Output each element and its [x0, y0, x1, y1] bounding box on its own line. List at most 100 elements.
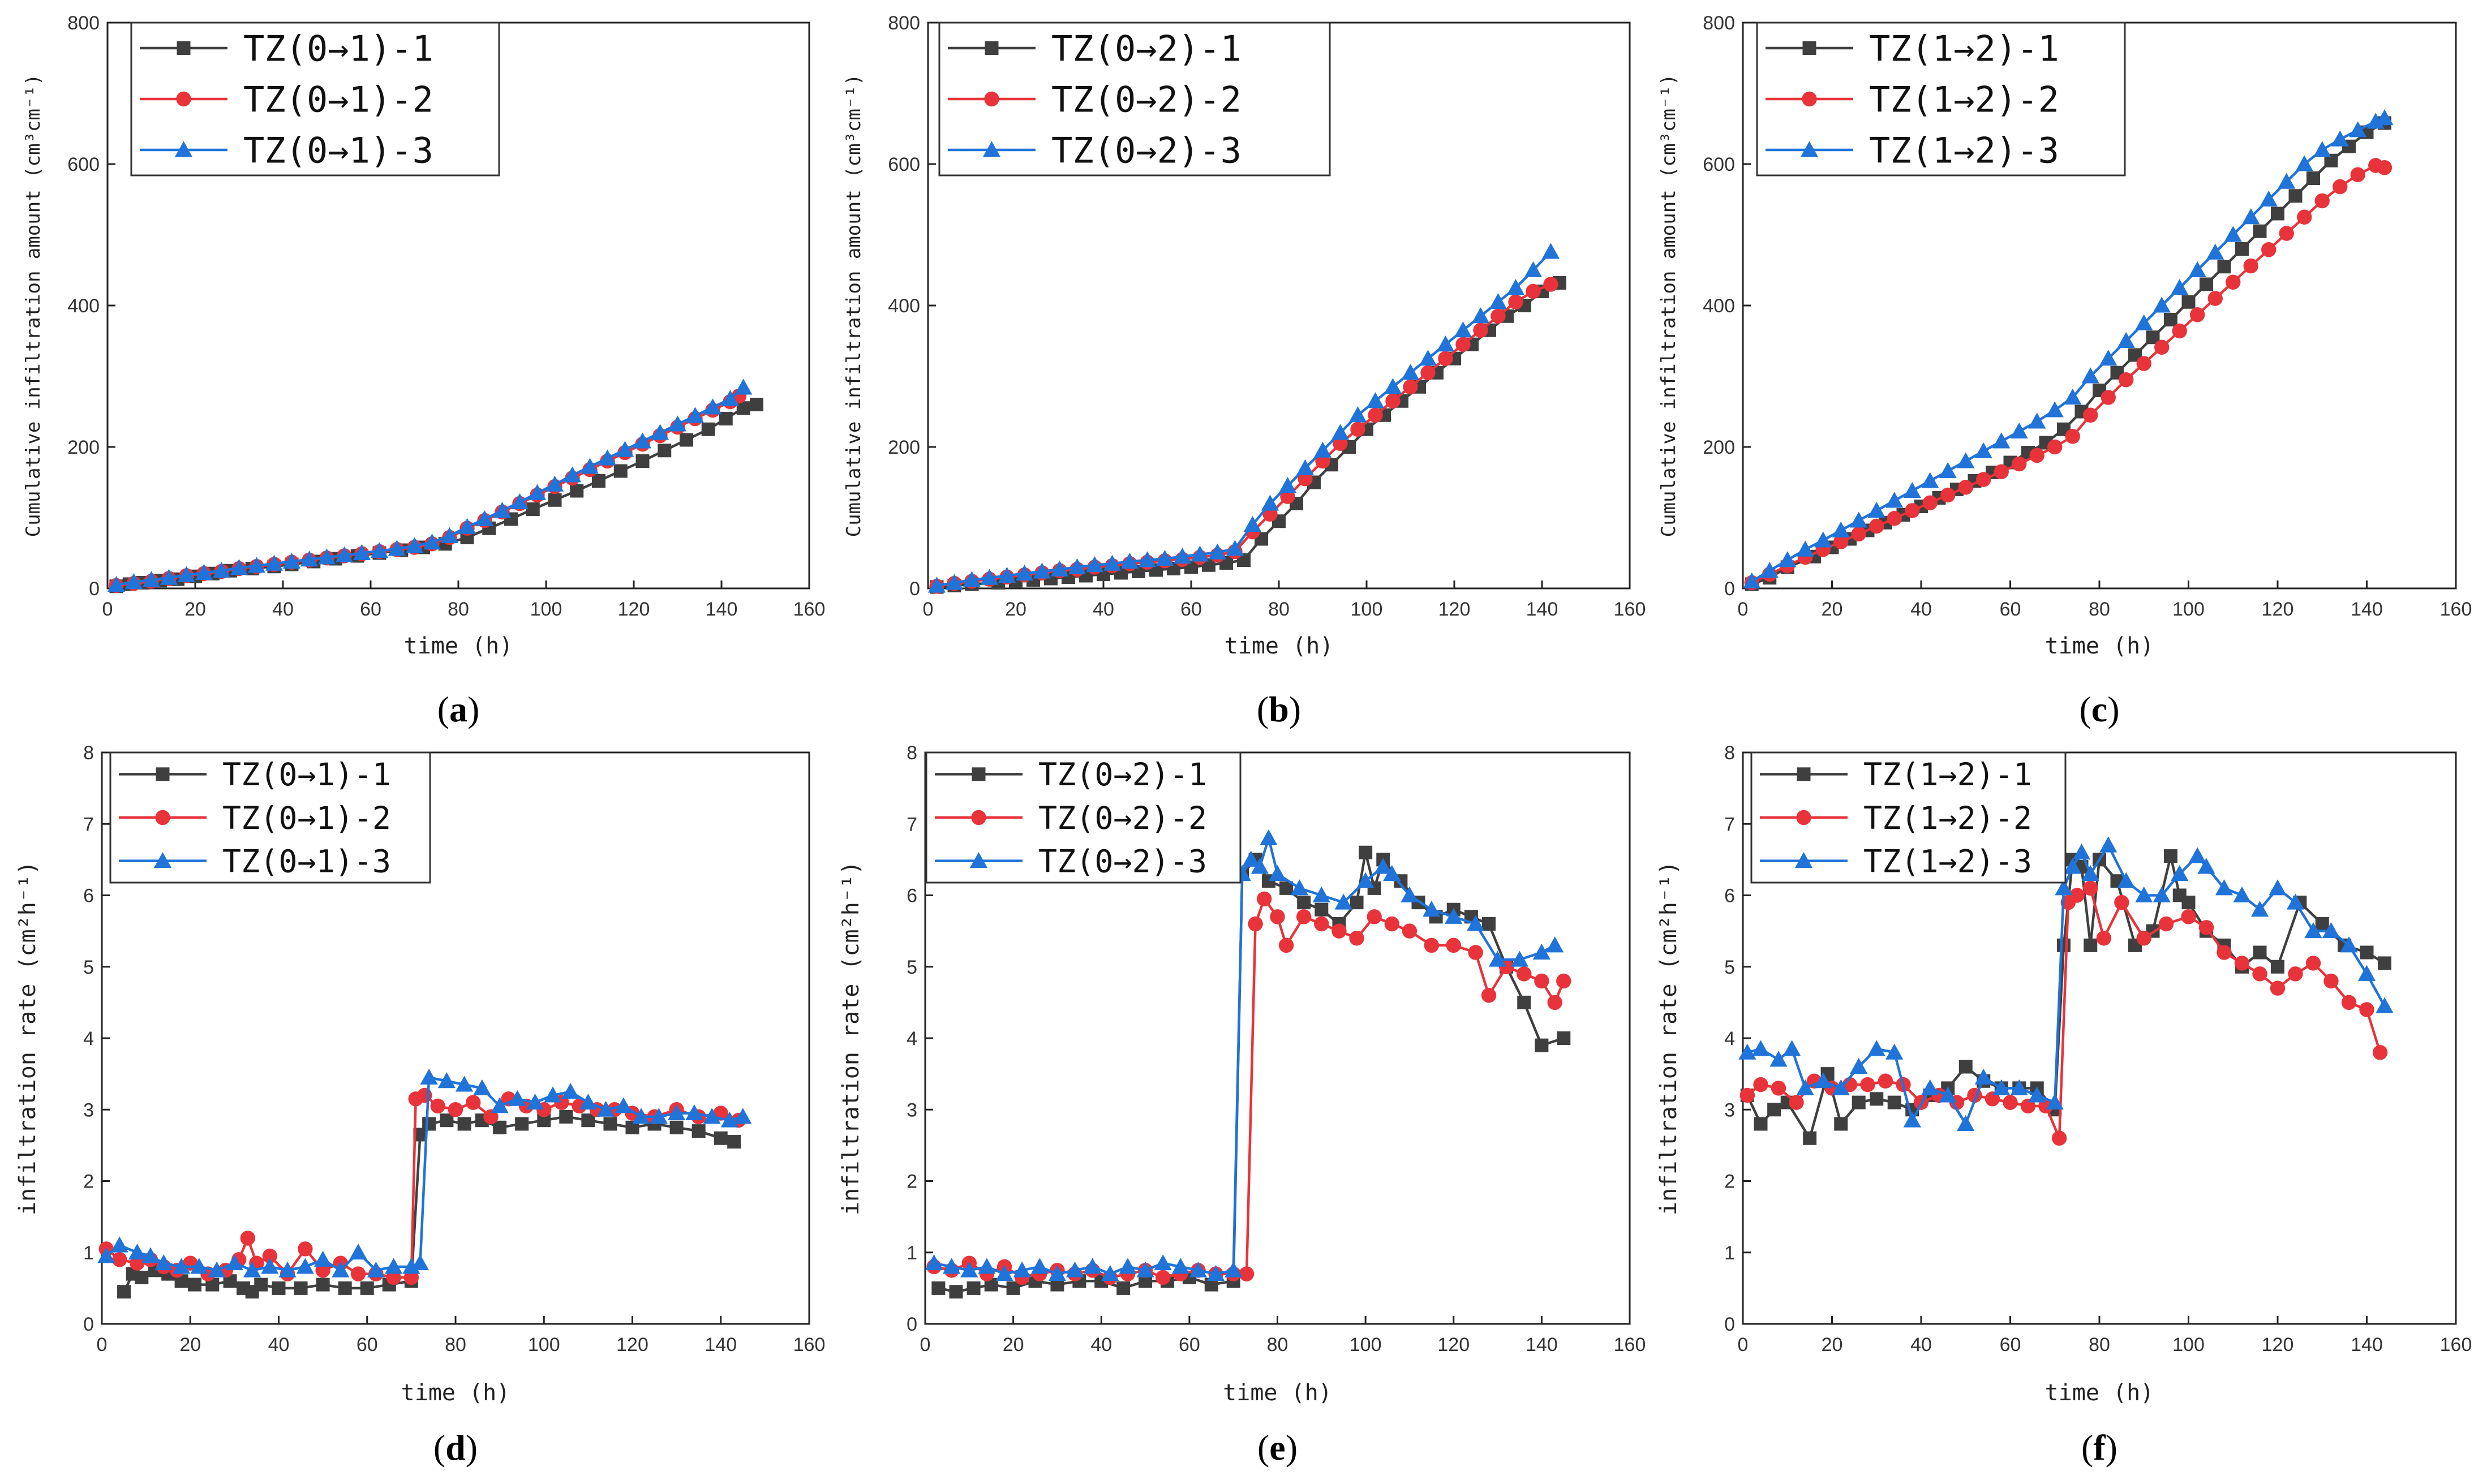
data-point	[1270, 909, 1285, 924]
data-point	[2153, 296, 2171, 313]
data-point	[592, 474, 605, 488]
data-point	[262, 1248, 278, 1264]
data-point	[1314, 916, 1329, 932]
data-point	[960, 1261, 978, 1277]
data-point	[422, 1117, 436, 1131]
data-point	[2206, 243, 2224, 260]
data-point	[2154, 339, 2170, 355]
x-tick-label: 40	[272, 599, 294, 620]
data-point	[2190, 307, 2205, 322]
data-point	[240, 1231, 256, 1246]
chart-b: 0 20 40 60 80 100 120 140 160 0 200 400 600 800 time (…	[843, 12, 1646, 729]
series-3	[925, 829, 1564, 1281]
legend-label: TZ(1→2)-2	[1869, 79, 2059, 120]
data-point	[1243, 515, 1262, 532]
legend-marker	[155, 810, 170, 825]
legend-label: TZ(0→1)-1	[243, 28, 433, 69]
data-point	[1994, 464, 2009, 479]
data-point	[2253, 945, 2267, 960]
data-point	[1751, 1040, 1770, 1056]
x-tick-label: 100	[528, 1334, 560, 1356]
data-point	[2252, 966, 2267, 982]
data-point	[2136, 356, 2151, 371]
data-point	[545, 475, 564, 492]
legend-marker	[969, 852, 988, 868]
data-point	[97, 1247, 115, 1263]
data-point	[1297, 896, 1311, 910]
data-point	[680, 433, 693, 447]
data-point	[1331, 424, 1350, 440]
data-point	[1922, 495, 1938, 510]
data-point	[1446, 937, 1461, 953]
data-point	[1850, 1057, 1868, 1074]
legend-label: TZ(0→2)-1	[1038, 756, 1207, 793]
data-point	[2359, 1002, 2374, 1017]
data-point	[1155, 1270, 1171, 1285]
data-point	[1760, 562, 1779, 578]
legend: TZ(0→1)-1 TZ(0→1)-2 TZ(0→1)-3	[130, 21, 500, 177]
data-point	[300, 550, 319, 567]
data-point	[2119, 372, 2134, 388]
data-point	[2260, 190, 2278, 207]
data-point	[2224, 226, 2242, 242]
x-tick-label: 120	[2262, 1334, 2294, 1356]
data-point	[2322, 922, 2340, 939]
data-point	[2215, 879, 2233, 896]
data-point	[1754, 1117, 1768, 1131]
data-point	[2181, 295, 2196, 309]
y-tick-label: 600	[67, 154, 100, 175]
data-point	[1867, 1040, 1885, 1056]
series-line	[1747, 844, 2386, 1125]
data-point	[1084, 1258, 1102, 1274]
data-point	[1958, 1060, 1973, 1074]
series-line	[937, 251, 1552, 587]
data-point	[2069, 888, 2085, 903]
x-tick-label: 60	[2000, 1334, 2021, 1356]
x-tick-label: 100	[530, 599, 562, 620]
data-point	[265, 554, 284, 571]
legend-marker	[984, 91, 999, 107]
legend-marker	[176, 91, 191, 107]
series-2	[1739, 880, 2388, 1146]
data-point	[385, 1258, 403, 1274]
legend-marker	[971, 810, 986, 825]
data-point	[230, 559, 248, 575]
data-point	[943, 1258, 961, 1274]
data-point	[1156, 549, 1174, 566]
data-point	[1860, 1077, 1875, 1092]
data-point	[107, 576, 126, 592]
data-point	[2153, 886, 2171, 902]
data-point	[2046, 401, 2064, 418]
series-3	[1738, 836, 2394, 1131]
data-point	[2197, 858, 2215, 874]
data-point	[493, 501, 512, 518]
legend-marker	[177, 41, 191, 55]
legend-marker	[985, 41, 999, 55]
data-point	[212, 562, 231, 578]
legend-marker	[1802, 91, 1817, 107]
data-point	[2313, 141, 2331, 157]
legend-label: TZ(0→1)-1	[222, 756, 391, 793]
data-point	[1903, 1111, 1921, 1128]
data-point	[1878, 1073, 1893, 1089]
data-point	[2057, 938, 2071, 952]
x-tick-label: 80	[1267, 1334, 1288, 1356]
data-point	[720, 1111, 738, 1128]
data-point	[2372, 1045, 2388, 1060]
data-point	[190, 1258, 208, 1274]
data-point	[2340, 936, 2358, 953]
y-tick-label: 1	[907, 1242, 917, 1264]
data-point	[475, 510, 494, 526]
y-tick-label: 0	[1724, 578, 1735, 600]
data-point	[1191, 545, 1209, 562]
data-point	[1454, 321, 1472, 338]
data-point	[1384, 916, 1400, 932]
data-point	[1383, 865, 1401, 881]
y-tick-label: 2	[1724, 1171, 1735, 1193]
data-point	[2096, 931, 2112, 946]
data-point	[2114, 894, 2129, 910]
data-point	[1403, 379, 1418, 394]
y-tick-label: 600	[1703, 154, 1735, 175]
data-point	[2305, 956, 2321, 971]
data-point	[1239, 1266, 1255, 1281]
